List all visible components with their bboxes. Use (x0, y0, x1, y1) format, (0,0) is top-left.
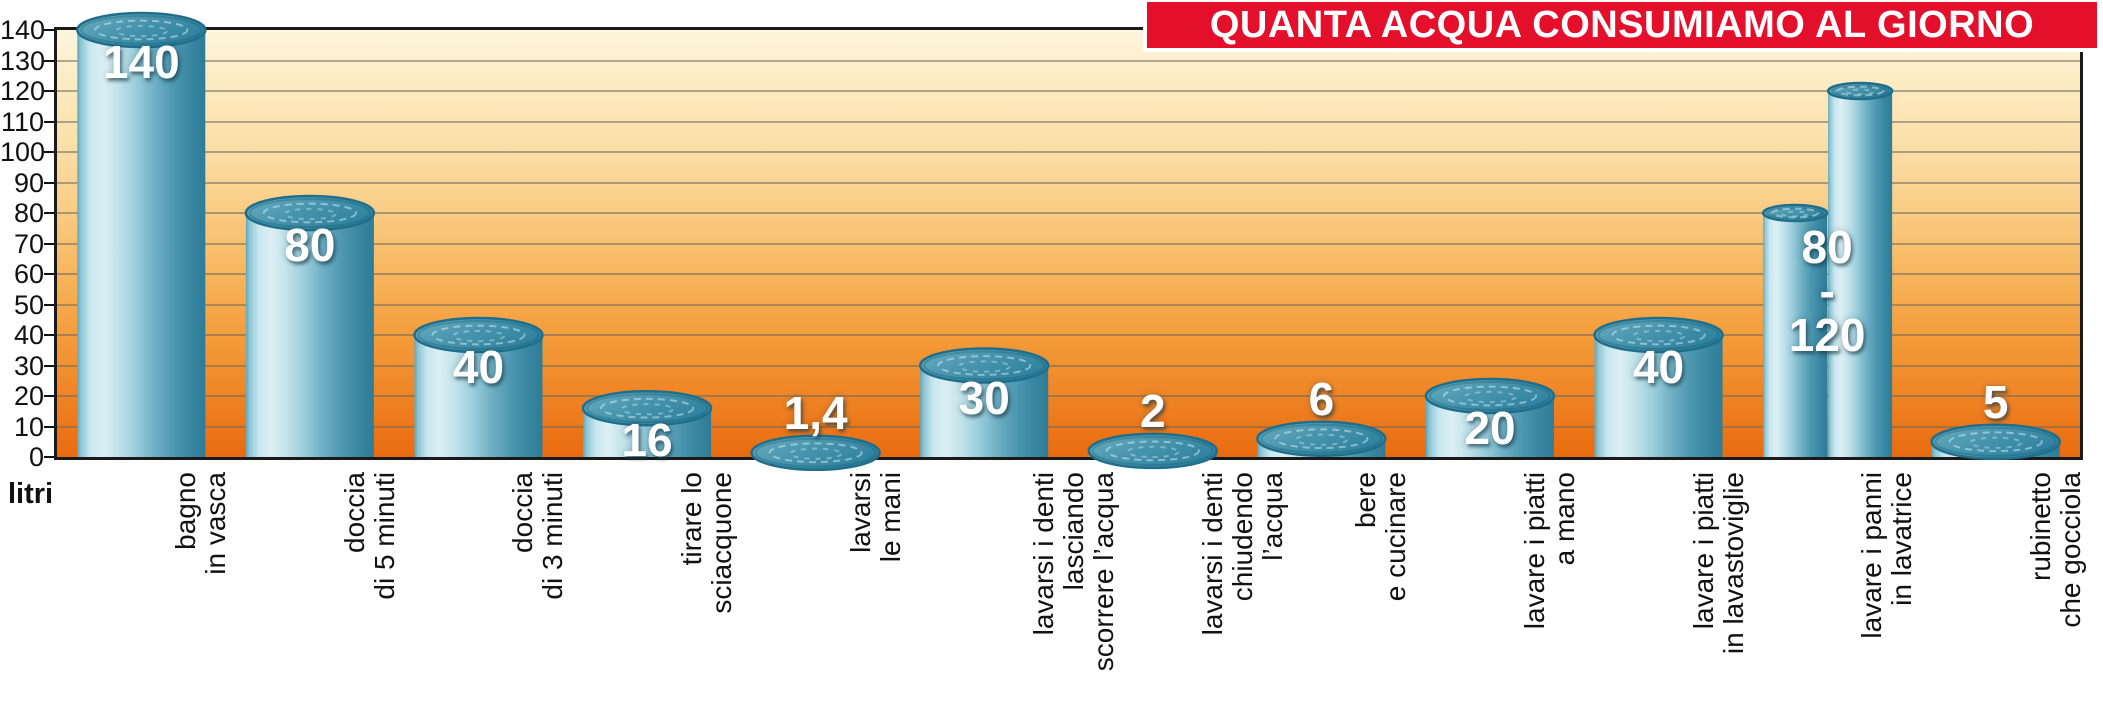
y-tick-label: 60 (13, 259, 44, 289)
y-tick-label: 80 (13, 198, 44, 228)
y-tick-mark (44, 120, 56, 123)
y-tick-mark (44, 395, 56, 397)
bars-layer (57, 11, 2080, 471)
y-tick-label: 130 (0, 45, 46, 76)
y-axis-unit-label: litri (8, 478, 54, 510)
y-tick-label: 90 (13, 167, 44, 198)
bar-value-label-doccia-di-5-minuti: 80 (284, 219, 336, 271)
gridline (57, 212, 2080, 214)
gridline (57, 59, 2080, 62)
bar-value-label-lavare-i-panni-in-lavatrice: 80 - 120 (1788, 221, 1866, 361)
gridline (57, 303, 2080, 306)
bar-lavarsi-i-denti-lasciando-scorrere-l-acqua (918, 347, 1050, 457)
x-axis-label-lavarsi-i-denti-chiudendo-l-acqua: lavarsi i denti chiudendo l’acqua (1196, 472, 1288, 636)
y-tick-mark (44, 212, 56, 214)
plot-area: 140 80 40 16 1,4 30 2 6 20 40 80 - 120 5 (54, 11, 2083, 471)
x-axis-label-lavarsi-le-mani: lavarsi le mani (844, 472, 906, 563)
x-axis-label-bagno-in-vasca: bagno in vasca (170, 472, 232, 575)
chart-title-banner: QUANTA ACQUA CONSUMIAMO AL GIORNO (1147, 2, 2097, 48)
y-tick-mark (44, 59, 56, 62)
bar-value-label-lavare-i-piatti-a-mano: 20 (1464, 402, 1516, 454)
gridline (57, 242, 2080, 245)
y-tick-label: 100 (0, 137, 46, 167)
y-tick-label: 50 (13, 289, 44, 320)
bar-lavarsi-le-mani (750, 434, 881, 471)
gridline (57, 120, 2080, 123)
x-axis-label-lavare-i-panni-in-lavatrice: lavare i panni in lavatrice (1856, 472, 1918, 639)
bar-value-label-lavarsi-i-denti-chiudendo-l-acqua: 2 (1139, 384, 1166, 437)
bar-value-label-bere-e-cucinare: 6 (1308, 372, 1335, 425)
x-axis-label-lavarsi-i-denti-lasciando-scorrere-l-acqua: lavarsi i denti lasciando scorrere l’acqua (1028, 472, 1120, 672)
bar-value-label-rubinetto-che-gocciola: 5 (1982, 375, 2009, 428)
y-tick-mark (44, 334, 56, 336)
bar-rubinetto-che-gocciola (1930, 423, 2061, 460)
gridline (57, 395, 2080, 397)
y-tick-label: 110 (0, 106, 44, 137)
bar-value-label-bagno-in-vasca: 140 (102, 36, 180, 88)
chart-title: QUANTA ACQUA CONSUMIAMO AL GIORNO (1209, 3, 2035, 46)
gridline (57, 90, 2080, 92)
gridline (57, 364, 2080, 367)
y-tick-mark (44, 151, 56, 153)
y-tick-label: 120 (0, 76, 46, 106)
bar-bere-e-cucinare (1256, 420, 1387, 457)
gridline (57, 425, 2080, 428)
y-tick-label: 40 (13, 320, 44, 350)
bar-value-label-lavarsi-le-mani: 1,4 (783, 386, 848, 439)
bar-lavare-i-piatti-a-mano (1424, 377, 1556, 457)
y-tick-label: 20 (13, 381, 44, 411)
y-tick-label: 70 (13, 228, 44, 259)
bar-doccia-di-5-minuti (244, 194, 376, 457)
y-tick-label: 140 (0, 15, 46, 45)
bar-lavare-i-piatti-in-lavastoviglie (1593, 316, 1724, 457)
y-tick-label: 0 (28, 442, 44, 472)
y-tick-mark (44, 425, 56, 428)
gridline (57, 151, 2080, 153)
gridline (57, 273, 2080, 275)
x-axis-label-lavare-i-piatti-in-lavastoviglie: lavare i piatti in lavastoviglie (1687, 472, 1749, 655)
x-axis-label-doccia-di-5-minuti: doccia di 5 minuti (338, 472, 400, 600)
bar-value-label-lavarsi-i-denti-lasciando-scorrere-l-acqua: 30 (958, 371, 1010, 424)
bar-value-label-tirare-lo-sciacquone: 16 (621, 414, 673, 467)
y-tick-label: 30 (13, 350, 44, 381)
bar-lavare-i-panni-in-lavatrice-min (1761, 203, 1829, 457)
y-tick-mark (44, 303, 56, 306)
x-axis-label-rubinetto-che-gocciola: rubinetto che gocciola (2024, 472, 2086, 628)
y-tick-mark (44, 456, 56, 458)
bar-lavarsi-i-denti-chiudendo-l-acqua (1087, 432, 1219, 470)
y-tick-mark (44, 242, 56, 245)
bar-value-label-doccia-di-3-minuti: 40 (452, 341, 505, 393)
y-tick-mark (44, 181, 56, 184)
bar-doccia-di-3-minuti (413, 316, 544, 457)
y-tick-mark (44, 364, 56, 367)
y-tick-mark (44, 273, 56, 275)
bar-lavare-i-panni-in-lavatrice-max (1826, 81, 1894, 457)
y-tick-label: 10 (13, 411, 44, 442)
gridline (57, 334, 2080, 336)
y-tick-mark (44, 29, 56, 31)
x-axis-label-tirare-lo-sciacquone: tirare lo sciacquone (676, 472, 738, 614)
bar-tirare-lo-sciacquone (581, 389, 713, 457)
gridline (57, 181, 2080, 184)
x-axis-label-doccia-di-3-minuti: doccia di 3 minuti (507, 472, 569, 600)
x-axis-label-lavare-i-piatti-a-mano: lavare i piatti a mano (1518, 472, 1580, 630)
y-tick-mark (44, 90, 56, 92)
bar-bagno-in-vasca (76, 11, 207, 457)
x-axis-label-bere-e-cucinare: bere e cucinare (1350, 472, 1412, 602)
bar-value-label-lavare-i-piatti-in-lavastoviglie: 40 (1632, 341, 1685, 393)
